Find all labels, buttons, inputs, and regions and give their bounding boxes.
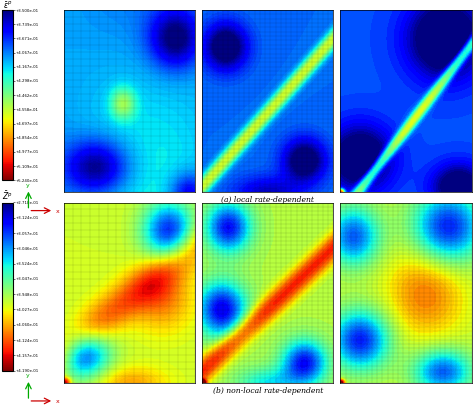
Text: (a) local rate-dependent: (a) local rate-dependent	[221, 196, 314, 205]
Text: y: y	[26, 373, 29, 378]
Text: x: x	[55, 209, 59, 214]
Title: $\bar{\varepsilon}^p$: $\bar{\varepsilon}^p$	[3, 0, 12, 10]
Text: (b) non-local rate-dependent: (b) non-local rate-dependent	[213, 387, 323, 395]
Text: y: y	[26, 183, 29, 188]
Title: $\bar{Z}^p$: $\bar{Z}^p$	[2, 190, 13, 202]
Text: x: x	[55, 399, 59, 404]
